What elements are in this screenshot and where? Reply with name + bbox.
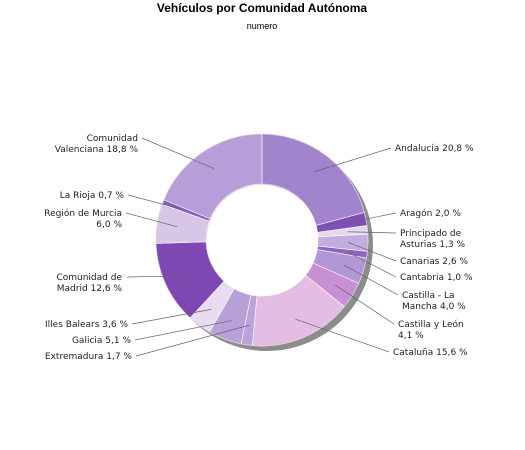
chart-title: Vehículos por Comunidad Autónoma [157,1,368,15]
slice-label-andalucia: Andalucía 20,8 % [395,144,474,154]
leader-line-galicia [134,320,232,341]
slice-label-canarias: Canarias 2,6 % [400,257,468,267]
slice-label-extremadura: Extremadura 1,7 % [45,352,133,362]
leader-line-castilla-y-leon [335,284,395,325]
slice-label-region-de-murcia: Región de Murcia 6,0 % [44,208,122,230]
leader-line-la-rioja [127,194,182,210]
slice-label-cataluna: Cataluña 15,6 % [393,348,468,358]
slice-label-cantabria: Cantabria 1,0 % [400,273,473,283]
leader-line-illes-balears [131,309,212,325]
leader-line-extremadura [135,324,250,357]
slice-label-comunidad-de-madrid: Comunidad de Madrid 12,6 % [56,273,122,294]
slice-label-castilla-la-mancha: Castilla - La Mancha 4,0 % [402,291,466,312]
leader-line-comunidad-valenciana [141,137,215,169]
slice-label-comunidad-valenciana: Comunidad Valenciana 18,8 % [55,134,139,155]
leader-line-castilla-la-mancha [344,264,399,296]
donut-hole [206,184,318,296]
slice-label-castilla-y-leon: Castilla y León 4,1 % [398,319,464,341]
leader-line-comunidad-de-madrid [125,275,184,278]
leader-line-cantabria [346,251,397,278]
slice-label-galicia: Galicia 5,1 % [72,336,131,346]
leader-line-canarias [347,241,397,262]
chart-subtitle: numero [247,21,278,31]
leader-line-cataluna [295,318,390,353]
donut-outer-outline [155,133,369,347]
leader-line-andalucia [314,147,392,173]
slice-label-principado-de-asturias: Principado de Asturias 1,3 % [400,229,466,250]
leader-line-region-de-murcia [125,212,178,228]
slice-label-la-rioja: La Rioja 0,7 % [60,191,125,201]
leader-line-principado-de-asturias [347,231,397,234]
leader-line-aragon [346,212,397,224]
slice-label-illes-balears: Illes Balears 3,6 % [45,320,128,330]
slice-label-aragon: Aragón 2,0 % [400,208,461,219]
